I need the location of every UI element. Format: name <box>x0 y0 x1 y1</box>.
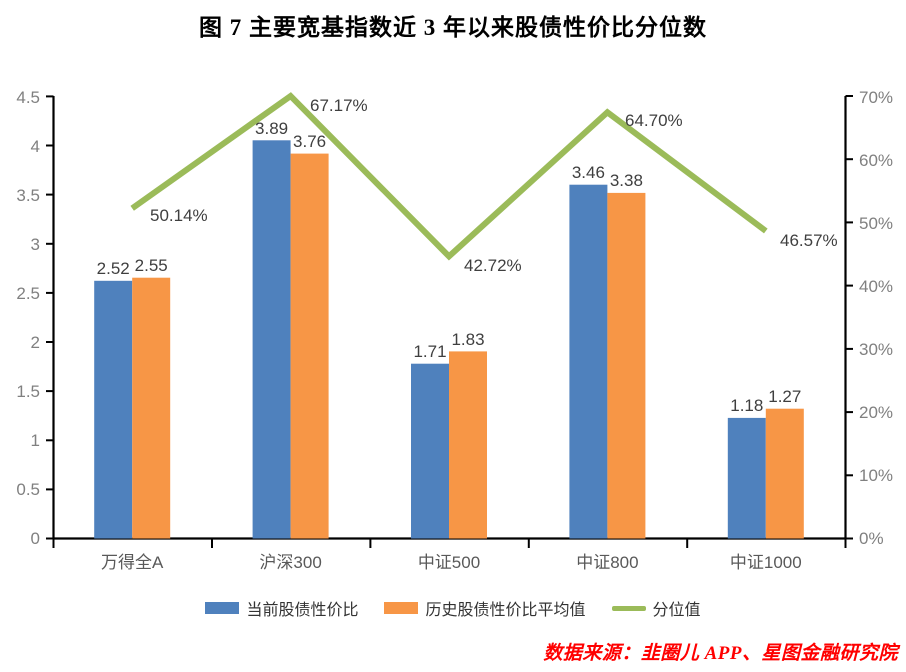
category-axis-ticks <box>52 538 847 548</box>
left-tick-1: 0.5 <box>16 480 40 499</box>
right-tick-6: 60% <box>859 151 893 170</box>
bar-avg-label-1: 3.76 <box>293 132 326 151</box>
legend-item-current[interactable]: 当前股债性价比 <box>205 596 358 620</box>
category-label-4: 中证1000 <box>730 553 802 572</box>
left-tick-8: 4 <box>31 137 40 156</box>
series-line-percentile <box>130 92 768 261</box>
bar-current-1 <box>252 140 291 539</box>
category-label-0: 万得全A <box>101 553 164 572</box>
left-tick-4: 2 <box>31 333 40 352</box>
bar-current-label-2: 1.71 <box>413 342 446 361</box>
bar-avg-label-0: 2.55 <box>135 256 168 275</box>
chart-canvas: 0 0.5 1 1.5 2 2.5 3 3.5 4 4.5 0% 10% 20% <box>0 78 906 578</box>
bar-current-4 <box>727 417 766 539</box>
left-tick-3: 1.5 <box>16 382 40 401</box>
pct-label-1: 67.17% <box>310 96 368 115</box>
chart-legend: 当前股债性价比 历史股债性价比平均值 分位值 <box>0 596 906 620</box>
pct-label-3: 64.70% <box>625 111 683 130</box>
right-tick-4: 40% <box>859 277 893 296</box>
category-label-1: 沪深300 <box>259 553 321 572</box>
left-tick-6: 3 <box>31 235 40 254</box>
bar-avg-1 <box>290 153 329 539</box>
category-label-2: 中证500 <box>418 553 480 572</box>
bar-current-0 <box>94 280 133 539</box>
bar-avg-label-4: 1.27 <box>768 387 801 406</box>
left-tick-9: 4.5 <box>16 88 40 107</box>
pct-label-0: 50.14% <box>150 206 208 225</box>
page-title: 图 7 主要宽基指数近 3 年以来股债性价比分位数 <box>199 15 707 40</box>
bar-current-labels: 2.52 3.89 1.71 3.46 1.18 <box>97 119 764 415</box>
bar-avg-4 <box>765 408 804 539</box>
left-tick-5: 2.5 <box>16 284 40 303</box>
percentile-labels: 50.14% 67.17% 42.72% 64.70% 46.57% <box>150 96 838 275</box>
bar-current-label-3: 3.46 <box>572 163 605 182</box>
right-tick-1: 10% <box>859 466 893 485</box>
legend-swatch-blue-icon <box>205 602 240 614</box>
bar-avg-label-3: 3.38 <box>610 171 643 190</box>
bar-current-2 <box>411 363 449 539</box>
bar-avg-label-2: 1.83 <box>451 330 484 349</box>
bar-current-label-0: 2.52 <box>97 259 130 278</box>
bar-average-labels: 2.55 3.76 1.83 3.38 1.27 <box>135 132 802 406</box>
right-axis-tick-labels: 0% 10% 20% 30% 40% 50% 60% 70% <box>859 88 893 548</box>
left-tick-2: 1 <box>31 431 40 450</box>
right-tick-5: 50% <box>859 214 893 233</box>
combo-chart: 0 0.5 1 1.5 2 2.5 3 3.5 4 4.5 0% 10% 20% <box>16 88 893 572</box>
series-bars-current <box>94 140 766 539</box>
bar-current-label-1: 3.89 <box>255 119 288 138</box>
right-tick-7: 70% <box>859 88 893 107</box>
pct-label-4: 46.57% <box>780 231 838 250</box>
left-axis-tick-labels: 0 0.5 1 1.5 2 2.5 3 3.5 4 4.5 <box>16 88 40 548</box>
bar-avg-2 <box>449 351 487 539</box>
legend-item-percentile[interactable]: 分位值 <box>611 596 701 620</box>
bar-current-3 <box>569 184 608 539</box>
legend-swatch-orange-icon <box>384 602 419 614</box>
right-tick-2: 20% <box>859 403 893 422</box>
left-tick-0: 0 <box>31 529 40 548</box>
legend-label-percentile: 分位值 <box>652 602 701 619</box>
legend-swatch-green-line-icon <box>611 605 646 611</box>
category-label-3: 中证800 <box>576 553 638 572</box>
bar-current-label-4: 1.18 <box>730 396 763 415</box>
right-tick-3: 30% <box>859 340 893 359</box>
left-tick-7: 3.5 <box>16 186 40 205</box>
left-axis-ticks <box>46 95 54 540</box>
legend-label-current: 当前股债性价比 <box>246 602 359 619</box>
pct-label-2: 42.72% <box>464 256 522 275</box>
category-labels: 万得全A 沪深300 中证500 中证800 中证1000 <box>101 553 802 572</box>
series-bars-historical-average <box>132 153 804 539</box>
bar-avg-0 <box>132 277 171 539</box>
bar-avg-3 <box>607 192 646 539</box>
right-axis-ticks <box>845 95 853 540</box>
right-tick-0: 0% <box>859 529 884 548</box>
legend-item-historical-average[interactable]: 历史股债性价比平均值 <box>384 596 586 620</box>
source-note: 数据来源：韭圈儿 APP、星图金融研究院 <box>543 643 898 664</box>
legend-label-historical-average: 历史股债性价比平均值 <box>425 602 586 619</box>
